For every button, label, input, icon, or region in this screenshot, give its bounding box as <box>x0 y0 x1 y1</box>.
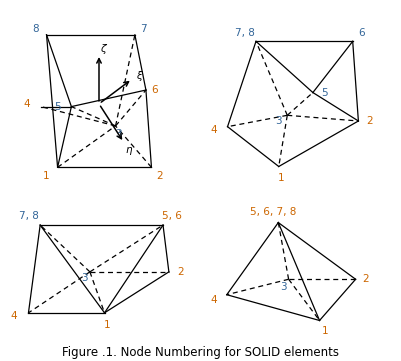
Text: $\eta$: $\eta$ <box>125 145 133 157</box>
Text: 1: 1 <box>43 171 50 180</box>
Text: 2: 2 <box>177 267 183 277</box>
Text: 3: 3 <box>81 273 87 283</box>
Text: 4: 4 <box>209 125 216 135</box>
Text: 7, 8: 7, 8 <box>18 211 38 221</box>
Text: 3: 3 <box>115 129 122 139</box>
Text: 1: 1 <box>277 173 284 183</box>
Text: 3: 3 <box>275 116 282 126</box>
Text: 7, 8: 7, 8 <box>234 28 254 38</box>
Text: 7: 7 <box>140 24 146 34</box>
Text: 4: 4 <box>210 295 217 305</box>
Text: $\xi$: $\xi$ <box>136 69 144 83</box>
Text: 1: 1 <box>320 326 327 336</box>
Text: 2: 2 <box>366 116 372 126</box>
Text: 5, 6: 5, 6 <box>162 211 181 221</box>
Text: 1: 1 <box>104 319 111 330</box>
Text: 5, 6, 7, 8: 5, 6, 7, 8 <box>249 207 296 217</box>
Text: 3: 3 <box>279 282 286 292</box>
Text: 4: 4 <box>24 99 30 109</box>
Text: 6: 6 <box>150 85 157 95</box>
Text: 4: 4 <box>10 311 17 321</box>
Text: 5: 5 <box>320 88 327 97</box>
Text: 2: 2 <box>156 171 163 180</box>
Text: 8: 8 <box>32 24 39 34</box>
Text: $\zeta$: $\zeta$ <box>100 42 108 56</box>
Text: 2: 2 <box>362 274 368 284</box>
Text: Figure .1. Node Numbering for SOLID elements: Figure .1. Node Numbering for SOLID elem… <box>62 346 339 359</box>
Text: 6: 6 <box>357 28 364 38</box>
Text: 5: 5 <box>54 101 61 112</box>
